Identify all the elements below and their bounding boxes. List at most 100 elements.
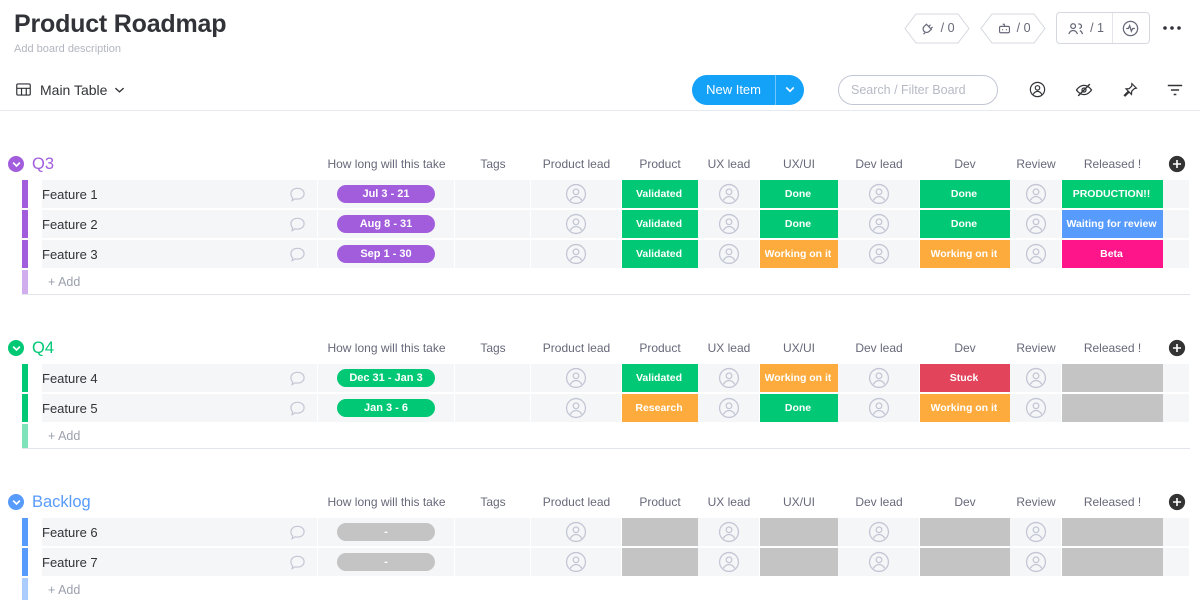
new-item-dropdown[interactable] — [775, 74, 804, 105]
collapse-chevron-icon[interactable] — [8, 156, 24, 172]
column-header[interactable]: How long will this take — [327, 157, 446, 171]
tags-cell[interactable] — [455, 394, 531, 422]
status-released[interactable]: Waiting for review — [1062, 210, 1163, 238]
column-header[interactable]: Tags — [480, 341, 506, 355]
review-avatar[interactable] — [1010, 394, 1062, 422]
ux-lead-avatar[interactable] — [698, 364, 760, 392]
ux-lead-avatar[interactable] — [698, 548, 760, 576]
column-header[interactable]: Dev — [954, 157, 976, 171]
column-header[interactable]: UX/UI — [782, 341, 815, 355]
column-header[interactable]: Dev — [954, 495, 976, 509]
chat-bubble-icon[interactable] — [288, 245, 307, 264]
dev-lead-avatar[interactable] — [838, 240, 920, 268]
status-uxui[interactable]: Done — [760, 394, 838, 422]
column-header[interactable]: Dev — [954, 341, 976, 355]
timeline-pill[interactable]: Dec 31 - Jan 3 — [337, 369, 435, 387]
add-column-icon[interactable] — [1163, 339, 1190, 357]
view-switcher[interactable]: Main Table — [14, 80, 125, 99]
tags-cell[interactable] — [455, 240, 531, 268]
search-input[interactable] — [838, 74, 998, 105]
column-header[interactable]: How long will this take — [327, 341, 446, 355]
ux-lead-avatar[interactable] — [698, 180, 760, 208]
dev-lead-avatar[interactable] — [838, 210, 920, 238]
ux-lead-avatar[interactable] — [698, 394, 760, 422]
status-released[interactable] — [1062, 518, 1163, 546]
product-lead-avatar[interactable] — [531, 240, 622, 268]
collapse-chevron-icon[interactable] — [8, 340, 24, 356]
column-header[interactable]: UX lead — [707, 341, 751, 355]
more-options-icon[interactable] — [1160, 21, 1184, 35]
column-header[interactable]: Tags — [480, 495, 506, 509]
timeline-pill[interactable]: Jul 3 - 21 — [337, 185, 435, 203]
product-lead-avatar[interactable] — [531, 548, 622, 576]
status-product[interactable]: Validated — [622, 210, 698, 238]
status-released[interactable] — [1062, 394, 1163, 422]
ux-lead-avatar[interactable] — [698, 240, 760, 268]
item-name-cell[interactable]: Feature 5 — [22, 394, 318, 422]
status-product[interactable]: Validated — [622, 364, 698, 392]
tags-cell[interactable] — [455, 518, 531, 546]
column-header[interactable]: Dev lead — [855, 157, 903, 171]
status-uxui[interactable]: Working on it — [760, 240, 838, 268]
ux-lead-avatar[interactable] — [698, 518, 760, 546]
column-header[interactable]: Review — [1016, 157, 1056, 171]
add-item-row[interactable]: + Add — [22, 578, 1190, 600]
tags-cell[interactable] — [455, 210, 531, 238]
column-header[interactable]: Product lead — [542, 157, 611, 171]
timeline-pill[interactable]: Sep 1 - 30 — [337, 245, 435, 263]
add-item-row[interactable]: + Add — [22, 424, 1190, 449]
item-name-cell[interactable]: Feature 6 — [22, 518, 318, 546]
dev-lead-avatar[interactable] — [838, 394, 920, 422]
status-released[interactable] — [1062, 548, 1163, 576]
board-members[interactable]: / 1 — [1066, 19, 1104, 38]
filter-icon[interactable] — [1166, 82, 1184, 98]
new-item-button[interactable]: New Item — [692, 74, 804, 105]
status-product[interactable]: Validated — [622, 240, 698, 268]
board-description[interactable]: Add board description — [14, 43, 122, 55]
column-header[interactable]: How long will this take — [327, 495, 446, 509]
pin-icon[interactable] — [1121, 81, 1139, 99]
column-header[interactable]: Released ! — [1083, 495, 1142, 509]
timeline-pill[interactable]: Jan 3 - 6 — [337, 399, 435, 417]
status-released[interactable] — [1062, 364, 1163, 392]
column-header[interactable]: UX/UI — [782, 157, 815, 171]
chat-bubble-icon[interactable] — [288, 399, 307, 418]
status-uxui[interactable]: Done — [760, 180, 838, 208]
tags-cell[interactable] — [455, 364, 531, 392]
review-avatar[interactable] — [1010, 548, 1062, 576]
status-dev[interactable]: Done — [920, 180, 1010, 208]
column-header[interactable]: Tags — [480, 157, 506, 171]
item-name-cell[interactable]: Feature 3 — [22, 240, 318, 268]
status-dev[interactable]: Stuck — [920, 364, 1010, 392]
status-dev[interactable]: Done — [920, 210, 1010, 238]
review-avatar[interactable] — [1010, 240, 1062, 268]
product-lead-avatar[interactable] — [531, 394, 622, 422]
automations-badge[interactable]: / 0 — [980, 13, 1046, 44]
group-title[interactable]: Backlog — [32, 492, 91, 511]
status-dev[interactable]: Working on it — [920, 240, 1010, 268]
person-filter-icon[interactable] — [1028, 80, 1047, 99]
status-product[interactable] — [622, 548, 698, 576]
status-uxui[interactable] — [760, 518, 838, 546]
status-released[interactable]: PRODUCTION!! — [1062, 180, 1163, 208]
activity-icon[interactable] — [1121, 19, 1140, 38]
column-header[interactable]: Product lead — [542, 495, 611, 509]
product-lead-avatar[interactable] — [531, 518, 622, 546]
status-uxui[interactable] — [760, 548, 838, 576]
timeline-pill[interactable]: Aug 8 - 31 — [337, 215, 435, 233]
item-name-cell[interactable]: Feature 2 — [22, 210, 318, 238]
column-header[interactable]: Product lead — [542, 341, 611, 355]
chat-bubble-icon[interactable] — [288, 369, 307, 388]
status-product[interactable]: Validated — [622, 180, 698, 208]
dev-lead-avatar[interactable] — [838, 548, 920, 576]
column-header[interactable]: Released ! — [1083, 157, 1142, 171]
dev-lead-avatar[interactable] — [838, 180, 920, 208]
column-header[interactable]: Product — [639, 157, 681, 171]
status-product[interactable] — [622, 518, 698, 546]
item-name-cell[interactable]: Feature 4 — [22, 364, 318, 392]
column-header[interactable]: Product — [639, 341, 681, 355]
dev-lead-avatar[interactable] — [838, 364, 920, 392]
add-item-row[interactable]: + Add — [22, 270, 1190, 295]
integrations-badge[interactable]: / 0 — [904, 13, 970, 44]
add-column-icon[interactable] — [1163, 493, 1190, 511]
